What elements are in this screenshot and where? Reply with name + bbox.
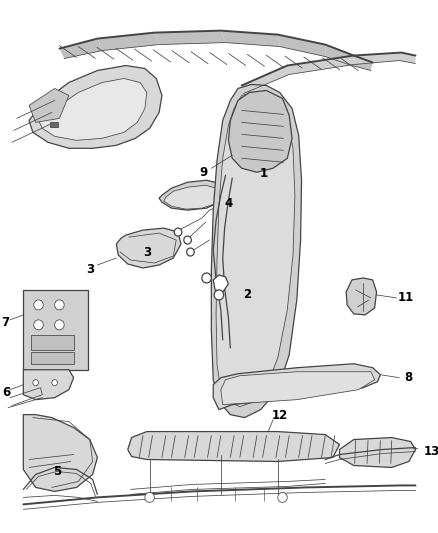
Polygon shape (278, 35, 325, 56)
Text: 7: 7 (1, 317, 9, 329)
Text: 4: 4 (224, 197, 233, 209)
Polygon shape (29, 88, 69, 123)
Circle shape (33, 379, 39, 386)
Text: 5: 5 (53, 465, 62, 478)
Polygon shape (23, 370, 74, 400)
Polygon shape (339, 438, 416, 467)
Circle shape (174, 228, 182, 236)
Polygon shape (97, 33, 159, 51)
Polygon shape (213, 364, 380, 410)
Text: 3: 3 (87, 263, 95, 277)
Polygon shape (221, 30, 280, 46)
Circle shape (34, 300, 43, 310)
Polygon shape (325, 45, 354, 66)
Text: 6: 6 (2, 386, 11, 399)
Polygon shape (128, 432, 339, 462)
Text: 13: 13 (424, 445, 438, 458)
Bar (31, 352, 74, 364)
Polygon shape (216, 92, 295, 407)
Polygon shape (346, 278, 377, 315)
Text: 9: 9 (200, 166, 208, 179)
Text: 1: 1 (259, 167, 268, 180)
Polygon shape (39, 78, 147, 140)
Polygon shape (229, 91, 292, 172)
Polygon shape (242, 53, 416, 93)
Polygon shape (213, 275, 229, 292)
Polygon shape (60, 38, 102, 59)
Polygon shape (117, 228, 181, 268)
Circle shape (187, 248, 194, 256)
Polygon shape (23, 290, 88, 370)
Text: 2: 2 (244, 288, 251, 302)
Polygon shape (29, 66, 162, 148)
Polygon shape (221, 372, 374, 405)
Circle shape (34, 320, 43, 330)
Polygon shape (352, 55, 373, 70)
Circle shape (184, 236, 191, 244)
Circle shape (278, 492, 287, 503)
Circle shape (202, 273, 211, 283)
Circle shape (55, 300, 64, 310)
Circle shape (214, 290, 224, 300)
Text: 11: 11 (398, 292, 414, 304)
Bar (31, 335, 74, 350)
Bar (50, 123, 57, 127)
Circle shape (52, 379, 57, 386)
Text: 12: 12 (272, 409, 288, 422)
Text: 8: 8 (405, 371, 413, 384)
Polygon shape (159, 180, 223, 210)
Polygon shape (211, 84, 301, 417)
Text: 3: 3 (144, 246, 152, 259)
Polygon shape (154, 30, 226, 45)
Polygon shape (23, 415, 97, 491)
Circle shape (55, 320, 64, 330)
Circle shape (145, 492, 154, 503)
Polygon shape (164, 185, 219, 209)
